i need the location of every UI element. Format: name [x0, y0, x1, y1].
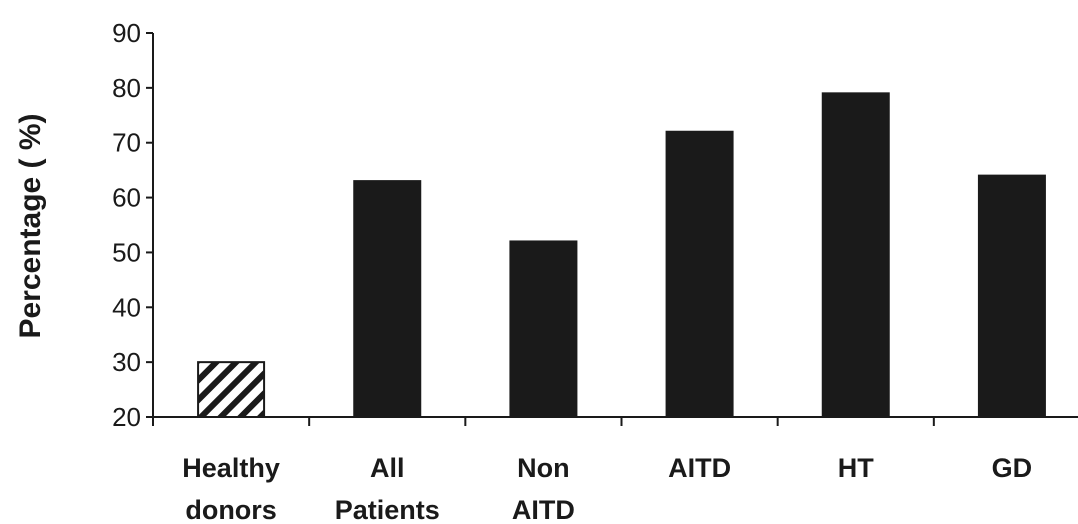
bar — [821, 92, 890, 418]
y-tick-label: 80 — [112, 73, 141, 103]
x-category-label: Non — [517, 453, 569, 483]
x-category-label: GD — [992, 453, 1033, 483]
bar — [509, 240, 578, 418]
x-category-label: Healthy — [182, 453, 280, 483]
y-tick-label: 20 — [112, 402, 141, 432]
x-category-label: All — [370, 453, 405, 483]
y-tick-label: 50 — [112, 237, 141, 267]
y-tick-label: 90 — [112, 18, 141, 48]
x-category-label: Patients — [335, 495, 440, 524]
y-tick-label: 30 — [112, 347, 141, 377]
y-tick-label: 60 — [112, 183, 141, 213]
bar — [665, 130, 734, 418]
bar — [977, 174, 1046, 418]
y-axis-title: Percentage ( %) — [14, 113, 47, 338]
x-category-label: AITD — [668, 453, 731, 483]
x-category-label: AITD — [512, 495, 575, 524]
bar — [197, 361, 266, 418]
plot-area: 20 30 40 50 60 70 80 90 Healthy donors All Patients… — [112, 18, 1078, 524]
x-category-label: HT — [838, 453, 874, 483]
x-category-label: donors — [185, 495, 277, 524]
y-tick-label: 70 — [112, 128, 141, 158]
bar — [353, 180, 422, 418]
y-tick-label: 40 — [112, 292, 141, 322]
